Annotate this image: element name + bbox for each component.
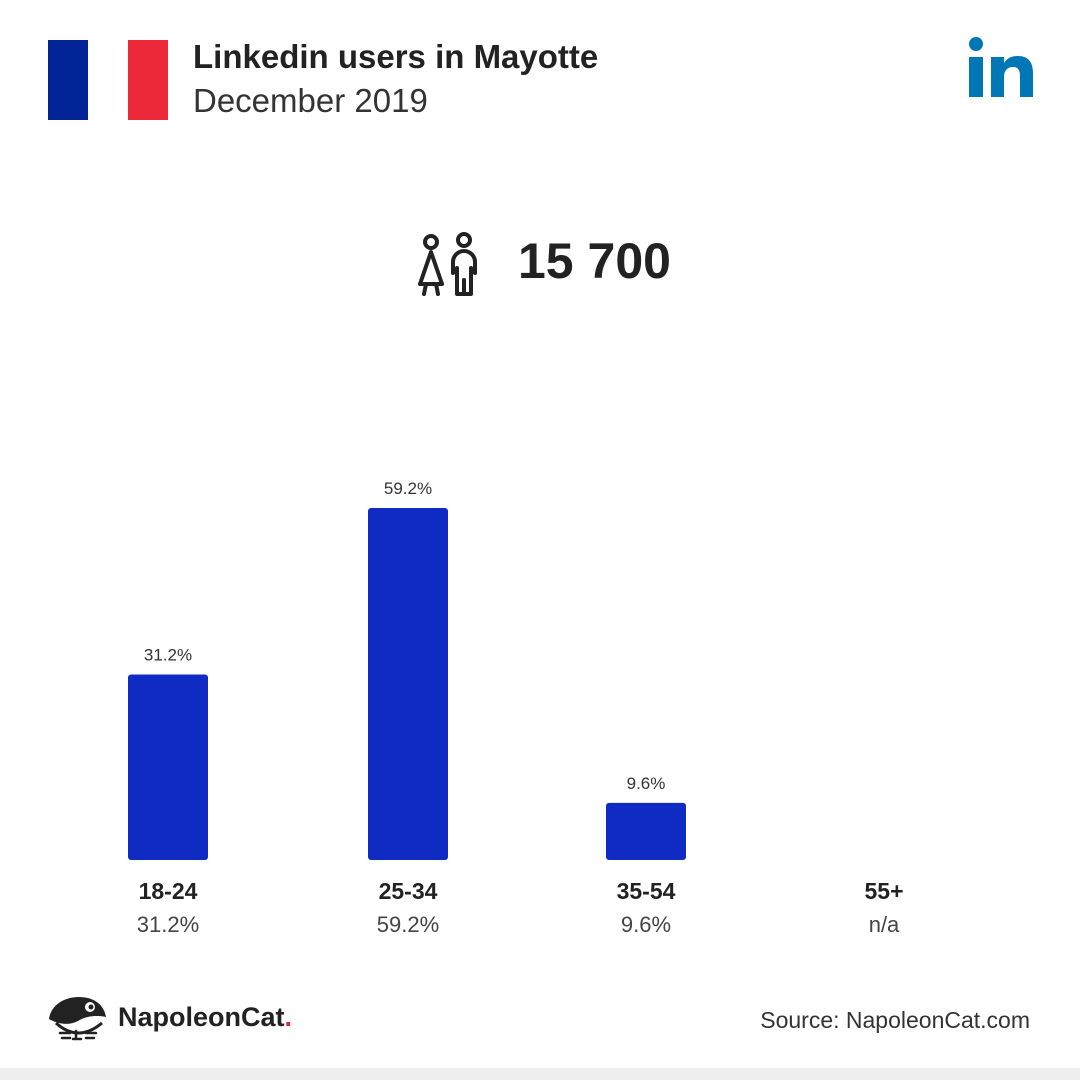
napoleoncat-logo-icon	[49, 997, 106, 1041]
category-label-25-34: 25-34	[379, 878, 438, 904]
source-credit: Source: NapoleonCat.com	[760, 1007, 1030, 1033]
category-label-55+: 55+	[864, 878, 903, 904]
france-flag	[48, 40, 168, 120]
bar-25-34	[368, 508, 448, 860]
bar-35-54	[606, 802, 686, 860]
bar-value-label-25-34: 59.2%	[384, 479, 432, 498]
age-distribution-chart: 31.2% 18-24 31.2% 59.2% 25-34 59.2% 9.6% 35-54 9…	[128, 479, 904, 937]
linkedin-icon	[969, 37, 1033, 97]
brand-dot: .	[284, 1002, 293, 1032]
category-value-25-34: 59.2%	[377, 912, 439, 937]
category-value-35-54: 9.6%	[621, 912, 671, 937]
page-title: Linkedin users in Mayotte	[193, 38, 599, 75]
flag-stripe-blue	[48, 40, 88, 120]
brand-name-text: NapoleonCat	[118, 1002, 285, 1032]
bar-value-label-18-24: 31.2%	[144, 645, 192, 664]
category-label-35-54: 35-54	[617, 878, 676, 904]
category-value-18-24: 31.2%	[137, 912, 199, 937]
users-icon	[418, 232, 477, 296]
flag-stripe-red	[128, 40, 168, 120]
bar-18-24	[128, 674, 208, 860]
brand-name: NapoleonCat.	[118, 1002, 292, 1033]
total-users-count: 15 700	[518, 233, 671, 289]
bar-value-label-35-54: 9.6%	[627, 774, 666, 793]
category-label-18-24: 18-24	[139, 878, 198, 904]
page-subtitle: December 2019	[193, 82, 428, 119]
flag-stripe-white	[88, 40, 128, 120]
bottom-strip	[0, 1068, 1080, 1080]
category-value-55+: n/a	[869, 912, 900, 937]
